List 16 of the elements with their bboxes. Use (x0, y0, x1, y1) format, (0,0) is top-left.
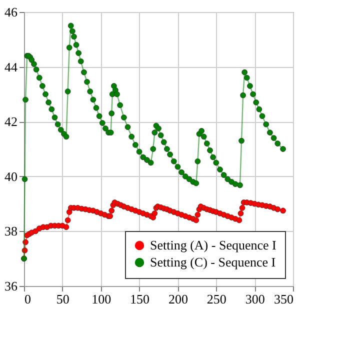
x-tick-label: 0 (24, 292, 31, 306)
y-tick-label: 36 (4, 278, 18, 294)
x-tick-label: 50 (56, 292, 70, 306)
y-tick-label: 38 (4, 224, 18, 239)
x-tick-label: 350 (274, 292, 294, 306)
y-tick-label: 42 (4, 114, 18, 130)
y-tick-label: 40 (4, 168, 18, 184)
y-tick-label: 46 (4, 4, 18, 20)
x-tick-label: 200 (168, 292, 188, 306)
legend-label: Setting (C) - Sequence I (150, 254, 276, 270)
y-tick-label: 44 (4, 59, 18, 74)
legend-label: Setting (A) - Sequence I (150, 238, 276, 252)
x-tick-label: 100 (92, 292, 112, 306)
x-tick-label: 250 (206, 292, 226, 306)
x-tick-label: 150 (130, 292, 150, 306)
x-tick-label: 300 (245, 292, 265, 306)
